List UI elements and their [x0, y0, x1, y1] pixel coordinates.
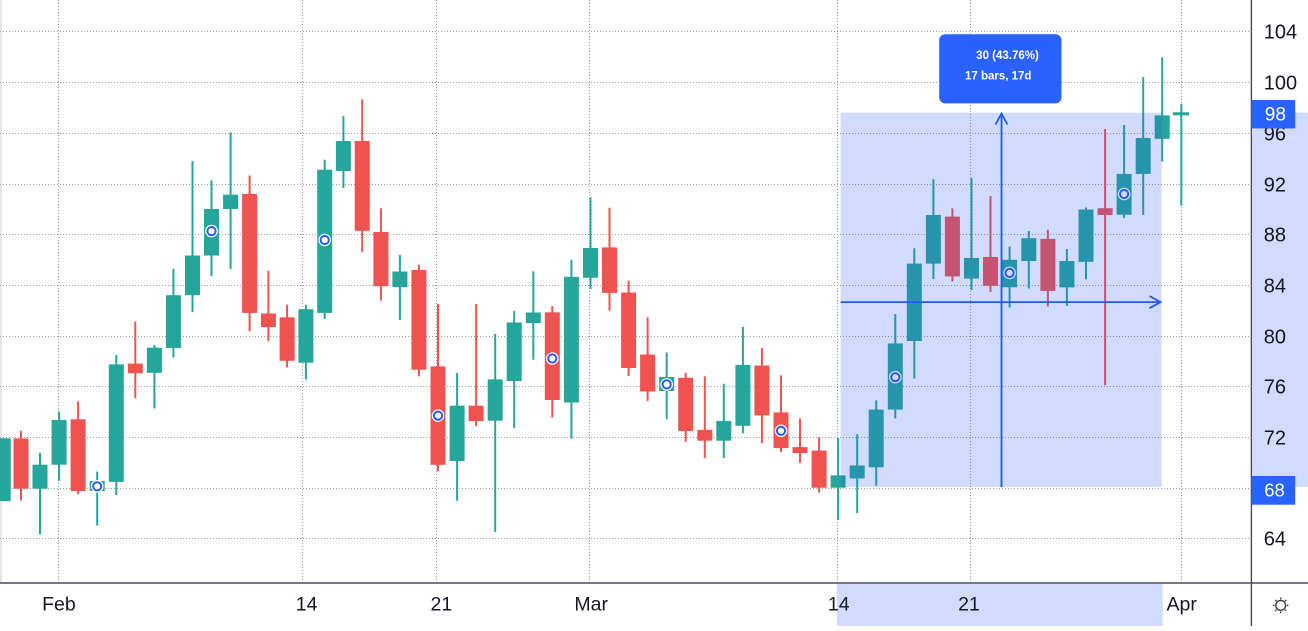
- svg-text:104: 104: [1264, 22, 1297, 44]
- svg-text:14: 14: [828, 594, 850, 616]
- svg-text:Feb: Feb: [42, 594, 76, 616]
- svg-text:Apr: Apr: [1167, 594, 1198, 616]
- svg-text:21: 21: [958, 594, 980, 616]
- svg-text:68: 68: [1264, 480, 1285, 501]
- svg-text:14: 14: [296, 594, 318, 616]
- svg-text:30 (43.76%): 30 (43.76%): [976, 50, 1039, 62]
- svg-text:92: 92: [1264, 175, 1286, 197]
- svg-text:96: 96: [1264, 124, 1286, 146]
- svg-text:Mar: Mar: [574, 594, 608, 616]
- svg-text:76: 76: [1264, 377, 1286, 399]
- svg-text:84: 84: [1264, 276, 1286, 298]
- svg-text:80: 80: [1264, 327, 1286, 349]
- svg-text:72: 72: [1264, 428, 1286, 450]
- svg-text:100: 100: [1264, 73, 1297, 95]
- svg-text:21: 21: [431, 594, 453, 616]
- svg-text:64: 64: [1264, 529, 1286, 551]
- svg-text:98: 98: [1265, 105, 1286, 126]
- svg-text:17 bars, 17d: 17 bars, 17d: [965, 70, 1031, 82]
- svg-text:88: 88: [1264, 225, 1286, 247]
